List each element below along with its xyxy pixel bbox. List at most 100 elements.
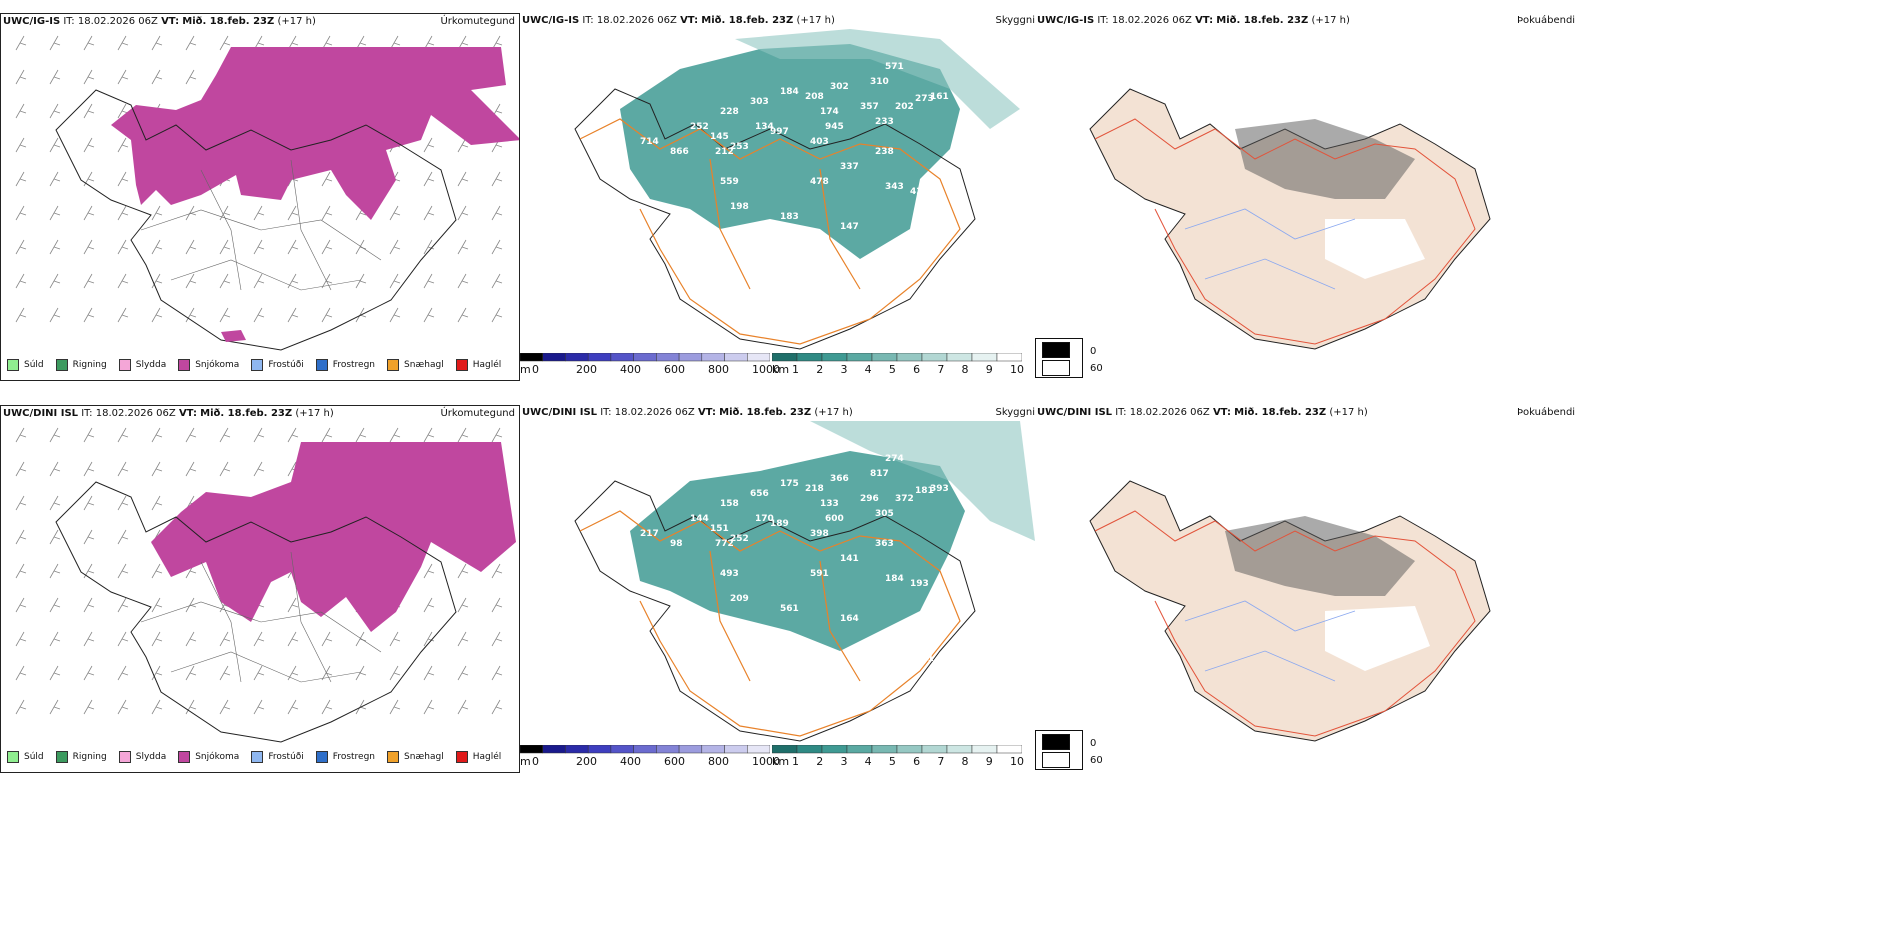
fog-panel-2: UWC/DINI ISL IT: 18.02.2026 06Z VT: Mið.…: [1035, 405, 1900, 773]
wind-barb: [15, 239, 27, 255]
legend-swatch: [55, 359, 68, 371]
cloud-base-value: 478: [810, 177, 829, 187]
cloud-area: [620, 44, 960, 259]
scale-tick: 8: [961, 755, 969, 768]
wind-barb: [253, 273, 265, 289]
cloud-base-value: 591: [810, 569, 829, 579]
fog-legend-60: 60: [1090, 363, 1103, 374]
wind-barb: [253, 239, 265, 255]
wind-barb: [185, 699, 197, 715]
colorbar-cell: [678, 353, 703, 362]
scale-tick: 600: [664, 363, 685, 376]
cloud-area-light: [810, 421, 1035, 541]
colorbar-cell: [846, 745, 873, 754]
cloud-base-value: 98: [670, 539, 683, 549]
legend-item: Snæhagl: [387, 359, 444, 371]
cloud-base-value: 164: [840, 614, 859, 624]
wind-barb: [491, 239, 503, 255]
wind-barb: [15, 563, 27, 579]
wind-barb: [83, 239, 95, 255]
wind-barb: [15, 495, 27, 511]
colorbar-cell: [971, 745, 998, 754]
wind-barb: [355, 665, 367, 681]
panel-title: Skyggni: [995, 407, 1035, 418]
wind-barb: [457, 137, 469, 153]
legend-swatch: [178, 751, 191, 763]
wind-barb: [15, 665, 27, 681]
legend-item: Frostregn: [315, 359, 375, 371]
wind-barb: [423, 273, 435, 289]
legend-item: Haglél: [455, 359, 502, 371]
wind-barb: [389, 665, 401, 681]
wind-barb: [49, 665, 61, 681]
wind-barb: [491, 597, 503, 613]
scale-tick: 2: [816, 755, 824, 768]
cloud-base-value: 772: [715, 539, 734, 549]
cloud-base-value: 161: [930, 92, 949, 102]
wind-barb: [219, 273, 231, 289]
wind-barb: [253, 699, 265, 715]
wind-barb: [219, 307, 231, 323]
legend-item: Frostúði: [251, 751, 304, 763]
wind-barb: [117, 495, 129, 511]
scale-tick: 7: [937, 363, 945, 376]
wind-barbs: [15, 35, 503, 323]
snow-area: [151, 442, 516, 632]
colorbar-cell: [821, 745, 848, 754]
cloud-base-value: 571: [885, 62, 904, 72]
wind-barb: [49, 103, 61, 119]
wind-barb: [491, 563, 503, 579]
wind-barb: [49, 171, 61, 187]
cloud-base-value: 175: [780, 479, 799, 489]
colorbar-cell: [896, 745, 923, 754]
wind-barb: [321, 631, 333, 647]
wind-barb: [457, 307, 469, 323]
wind-barb: [389, 239, 401, 255]
legend-item: Rigning: [55, 359, 107, 371]
cloud-base-value: 252: [730, 534, 749, 544]
legend-label: Haglél: [472, 360, 502, 370]
wind-barb: [457, 205, 469, 221]
wind-barb: [15, 103, 27, 119]
panel-header: UWC/DINI ISL IT: 18.02.2026 06Z VT: Mið.…: [522, 407, 853, 418]
island-outline: [574, 88, 976, 350]
wind-barb: [389, 307, 401, 323]
wind-barb: [185, 35, 197, 51]
scale-tick: 9: [985, 363, 993, 376]
colorbar-cell: [542, 353, 566, 362]
wind-barb: [491, 273, 503, 289]
legend-item: Haglél: [455, 751, 502, 763]
legend-swatch: [118, 751, 131, 763]
legend-label: Haglél: [472, 752, 502, 762]
wind-barb: [151, 427, 163, 443]
cloud-base-value: 343: [885, 182, 904, 192]
legend-swatch: [455, 359, 468, 371]
fog-white: [1325, 219, 1425, 279]
scale-tick: 4: [864, 755, 872, 768]
cloud-base-value: 398: [810, 529, 829, 539]
cloud-base-value: 493: [720, 569, 739, 579]
cloud-base-value: 228: [720, 107, 739, 117]
cloud-base-value: 363: [875, 539, 894, 549]
cloud-base-value: 189: [770, 519, 789, 529]
cloud-base-value: 656: [750, 489, 769, 499]
colorbar-cell: [996, 745, 1022, 754]
wind-barb: [15, 205, 27, 221]
wind-barb: [117, 427, 129, 443]
wind-barb: [151, 699, 163, 715]
legend-swatch: [455, 751, 468, 763]
wind-barb: [423, 137, 435, 153]
cloud-base-value: 133: [820, 499, 839, 509]
wind-barb: [457, 427, 469, 443]
ceiling-scale: m 0 200 400 600 800 1000: [520, 353, 780, 377]
cloud-base-value: 202: [895, 102, 914, 112]
wind-barb: [185, 597, 197, 613]
wind-barb: [151, 631, 163, 647]
scale-tick: 4: [864, 363, 872, 376]
colorbar-cell: [565, 745, 589, 754]
colorbar-cell: [656, 353, 680, 362]
wind-barb: [83, 69, 95, 85]
fog-legend-0: 0: [1090, 738, 1097, 749]
wind-barb: [457, 563, 469, 579]
wind-barb: [219, 699, 231, 715]
